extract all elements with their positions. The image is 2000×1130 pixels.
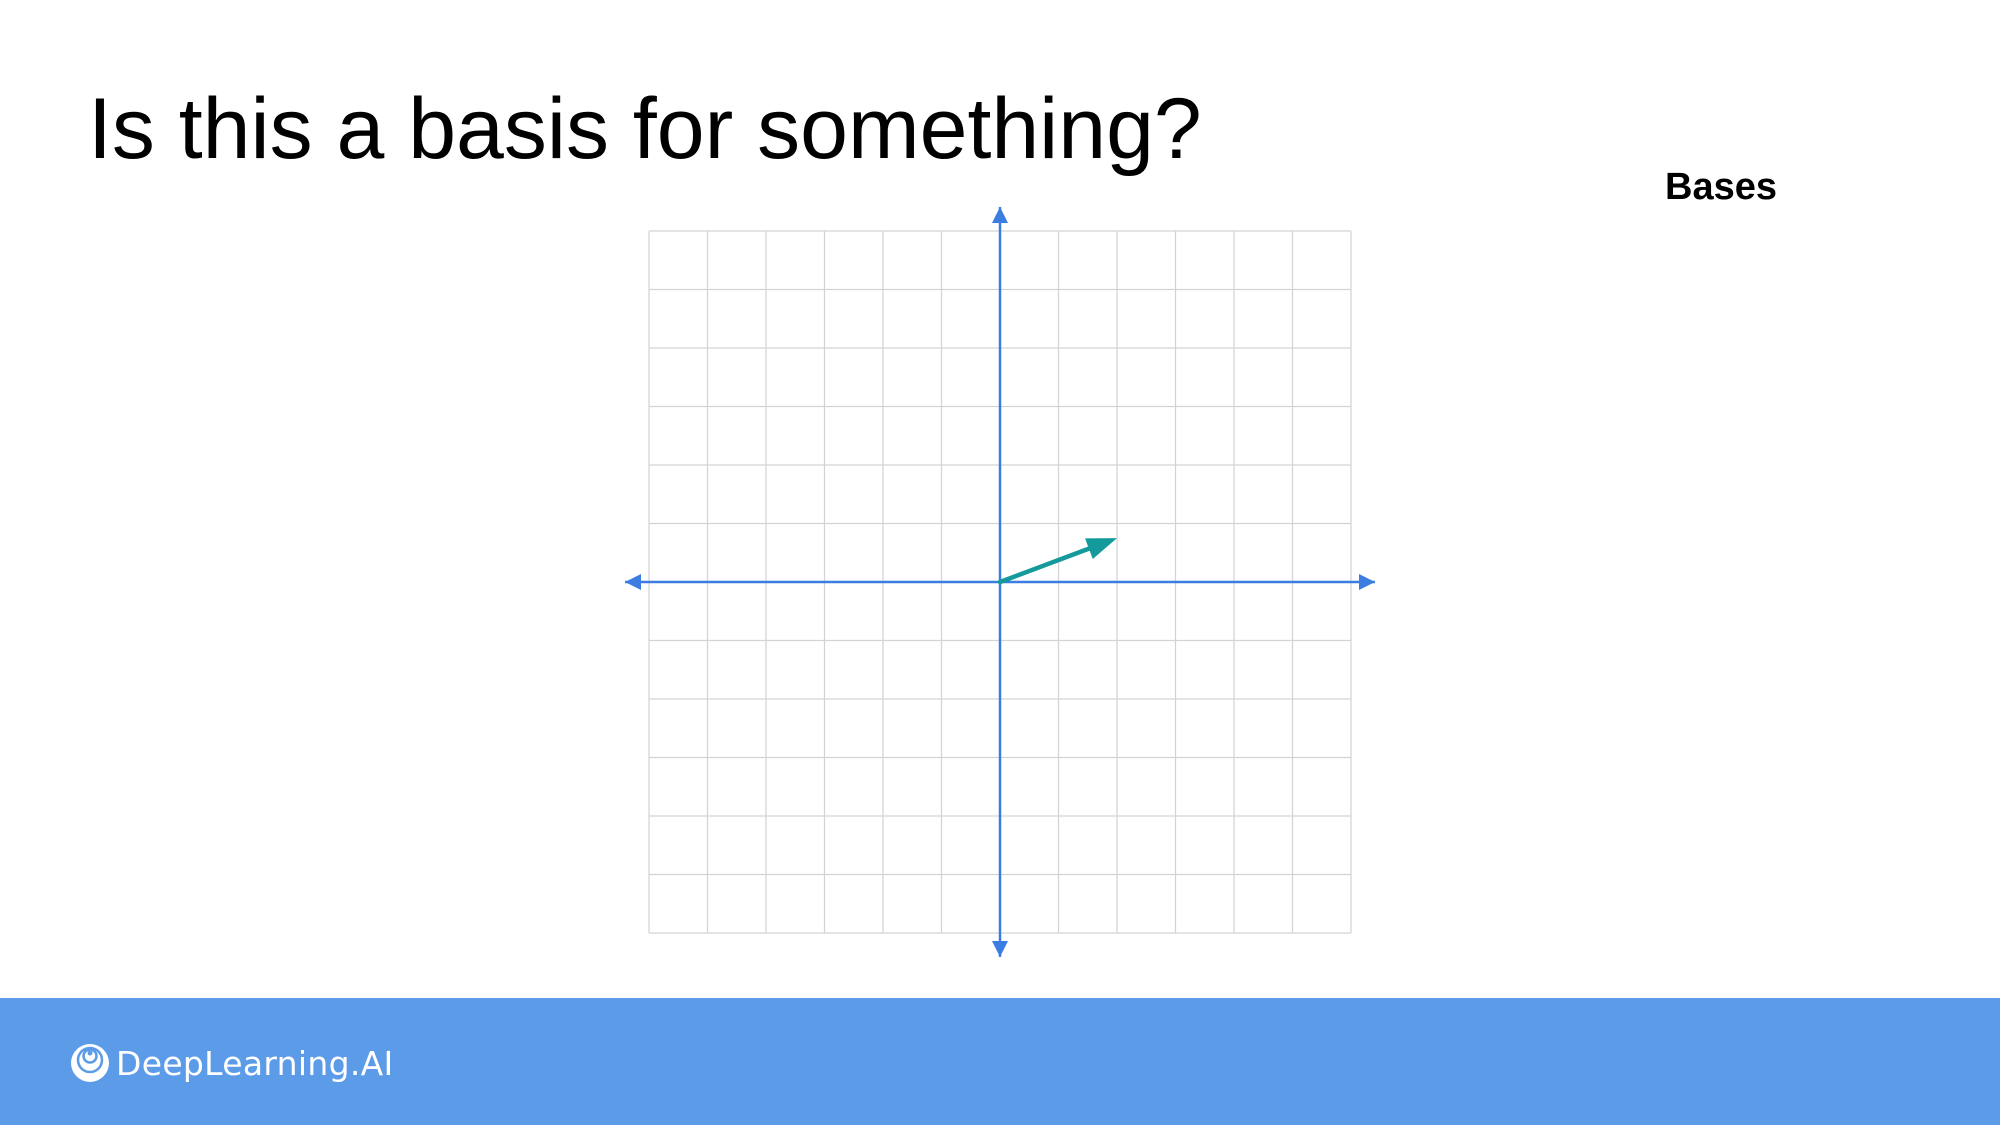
- footer-bar: [0, 998, 2000, 1125]
- section-label: Bases: [1665, 166, 1777, 208]
- y-axis-up-arrow: [992, 207, 1008, 223]
- x-axis-left-arrow: [625, 574, 641, 590]
- y-axis-down-arrow: [992, 941, 1008, 957]
- deeplearning-ai-logo-icon: [70, 1043, 110, 1083]
- x-axis-right-arrow: [1359, 574, 1375, 590]
- slide-title: Is this a basis for something?: [88, 81, 1202, 177]
- vector-arrowhead: [1085, 538, 1117, 559]
- vector-shaft: [997, 546, 1092, 585]
- coordinate-plane: [625, 207, 1375, 957]
- brand-name: DeepLearning.AI: [116, 1043, 394, 1083]
- vectors: [997, 538, 1117, 585]
- brand[interactable]: DeepLearning.AI: [70, 1040, 394, 1086]
